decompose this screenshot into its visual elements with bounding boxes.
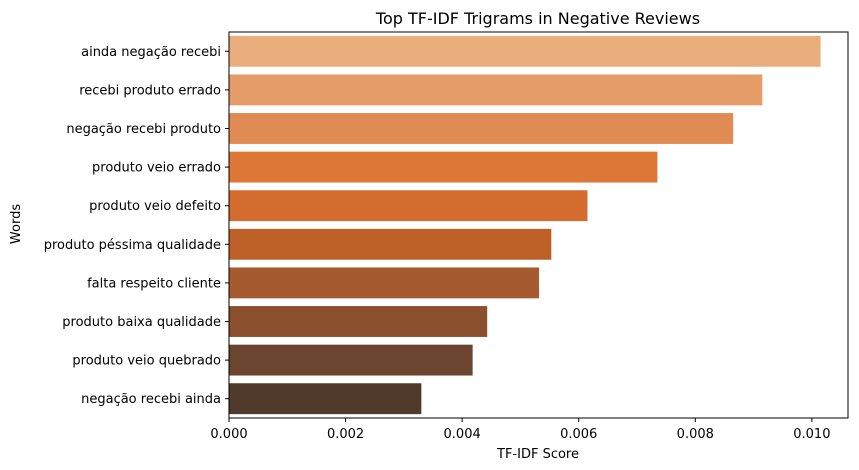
y-tick-label: produto veio errado xyxy=(92,161,221,176)
y-tick-label: produto péssima qualidade xyxy=(44,238,221,253)
bar xyxy=(229,344,473,376)
x-axis-label: TF-IDF Score xyxy=(496,447,579,462)
y-axis-label: Words xyxy=(9,204,24,244)
x-tick-label: 0.000 xyxy=(210,427,247,442)
bar xyxy=(229,306,488,337)
bar xyxy=(229,228,552,260)
bars-group xyxy=(229,35,821,415)
y-tick-labels: ainda negação recebi recebi produto errad… xyxy=(44,45,229,407)
chart-title: Top TF-IDF Trigrams in Negative Reviews xyxy=(375,9,700,28)
y-tick-label: produto veio quebrado xyxy=(72,354,221,369)
y-tick-label: produto baixa qualidade xyxy=(62,315,221,330)
bar xyxy=(229,74,763,106)
y-tick-label: falta respeito cliente xyxy=(87,276,221,291)
bar xyxy=(229,113,734,144)
x-tick-label: 0.004 xyxy=(444,427,481,442)
x-tick-label: 0.002 xyxy=(327,427,364,442)
plot-frame xyxy=(228,31,849,419)
bar xyxy=(229,267,540,299)
y-tick-label: recebi produto errado xyxy=(79,83,221,98)
y-tick-label: produto veio defeito xyxy=(89,199,221,214)
x-tick-label: 0.008 xyxy=(677,427,714,442)
x-tick-label: 0.006 xyxy=(560,427,597,442)
x-tick-label: 0.010 xyxy=(793,427,830,442)
y-tick-label: negação recebi ainda xyxy=(81,392,221,407)
bar xyxy=(229,190,588,222)
bar xyxy=(229,383,422,415)
bar xyxy=(229,35,821,67)
y-tick-label: ainda negação recebi xyxy=(81,45,221,60)
bar xyxy=(229,151,658,183)
x-ticks: 0.000 0.002 0.004 0.006 0.008 0.010 xyxy=(210,418,830,442)
y-tick-label: negação recebi produto xyxy=(66,122,221,137)
